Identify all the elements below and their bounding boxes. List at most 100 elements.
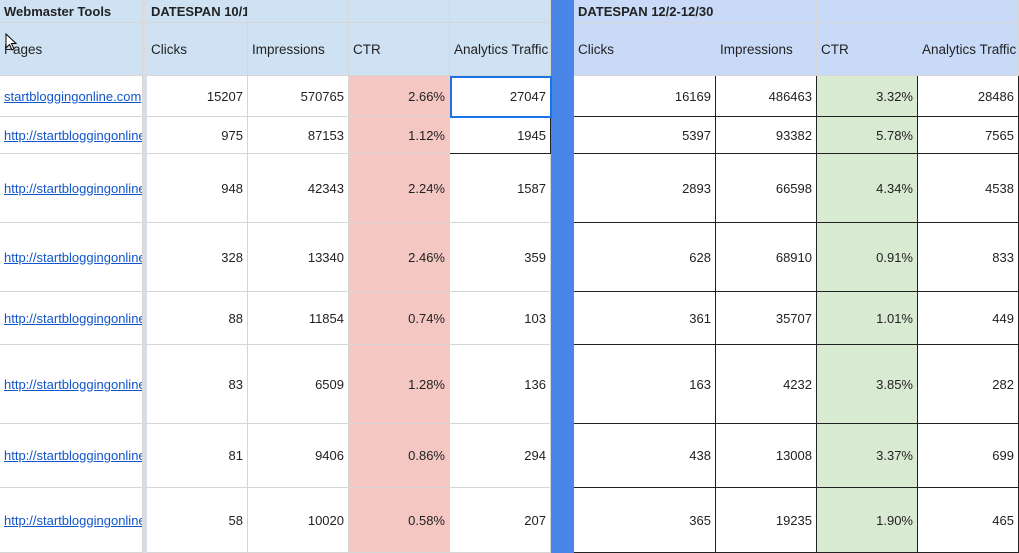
traffic-b-cell[interactable]: 28486 <box>918 76 1019 117</box>
page-link-cell[interactable]: http://startbloggingonline <box>0 117 143 154</box>
traffic-b-cell[interactable]: 465 <box>918 488 1019 553</box>
header-empty-cell[interactable] <box>450 0 551 23</box>
traffic-a-cell[interactable]: 103 <box>450 292 551 345</box>
column-header-b[interactable]: CTR <box>817 23 918 76</box>
page-link-cell[interactable]: http://startbloggingonline <box>0 424 143 488</box>
clicks-b-cell[interactable]: 16169 <box>574 76 716 117</box>
ctr-a-cell[interactable]: 0.74% <box>349 292 450 345</box>
clicks-b-cell[interactable]: 163 <box>574 345 716 424</box>
impressions-b-cell[interactable]: 19235 <box>716 488 817 553</box>
ctr-b-cell[interactable]: 1.90% <box>817 488 918 553</box>
clicks-a-cell[interactable]: 83 <box>147 345 248 424</box>
page-link[interactable]: http://startbloggingonline <box>4 512 143 528</box>
traffic-a-cell[interactable]: 294 <box>450 424 551 488</box>
clicks-b-cell[interactable]: 628 <box>574 223 716 292</box>
traffic-a-cell[interactable]: 1587 <box>450 154 551 223</box>
impressions-a-cell[interactable]: 13340 <box>248 223 349 292</box>
page-link[interactable]: http://startbloggingonline <box>4 310 143 326</box>
traffic-a-cell[interactable]: 27047 <box>450 76 551 117</box>
clicks-a-cell[interactable]: 948 <box>147 154 248 223</box>
column-header-a[interactable]: Impressions <box>248 23 349 76</box>
traffic-b-cell[interactable]: 7565 <box>918 117 1019 154</box>
traffic-b-cell[interactable]: 699 <box>918 424 1019 488</box>
page-link-cell[interactable]: http://startbloggingonline <box>0 488 143 553</box>
clicks-a-cell[interactable]: 81 <box>147 424 248 488</box>
clicks-b-cell[interactable]: 361 <box>574 292 716 345</box>
clicks-a-cell[interactable]: 975 <box>147 117 248 154</box>
page-link-cell[interactable]: http://startbloggingonline <box>0 345 143 424</box>
impressions-a-cell[interactable]: 6509 <box>248 345 349 424</box>
ctr-b-cell[interactable]: 0.91% <box>817 223 918 292</box>
impressions-b-cell[interactable]: 13008 <box>716 424 817 488</box>
ctr-b-cell[interactable]: 3.32% <box>817 76 918 117</box>
impressions-b-cell[interactable]: 4232 <box>716 345 817 424</box>
clicks-b-cell[interactable]: 2893 <box>574 154 716 223</box>
header-empty-cell[interactable] <box>716 0 817 23</box>
impressions-a-cell[interactable]: 570765 <box>248 76 349 117</box>
impressions-b-cell[interactable]: 68910 <box>716 223 817 292</box>
column-header-b[interactable]: Clicks <box>574 23 716 76</box>
ctr-b-cell[interactable]: 5.78% <box>817 117 918 154</box>
traffic-a-cell[interactable]: 136 <box>450 345 551 424</box>
page-link[interactable]: http://startbloggingonline <box>4 376 143 392</box>
ctr-b-cell[interactable]: 1.01% <box>817 292 918 345</box>
clicks-a-cell[interactable]: 58 <box>147 488 248 553</box>
impressions-b-cell[interactable]: 35707 <box>716 292 817 345</box>
ctr-a-cell[interactable]: 2.46% <box>349 223 450 292</box>
impressions-a-cell[interactable]: 9406 <box>248 424 349 488</box>
impressions-a-cell[interactable]: 11854 <box>248 292 349 345</box>
page-link-cell[interactable]: startbloggingonline.com <box>0 76 143 117</box>
ctr-b-cell[interactable]: 3.37% <box>817 424 918 488</box>
page-link[interactable]: http://startbloggingonline <box>4 448 143 463</box>
column-header-a[interactable]: Clicks <box>147 23 248 76</box>
datespan-a-cell[interactable]: DATESPAN 10/12-11/9 <box>147 0 248 23</box>
impressions-a-cell[interactable]: 87153 <box>248 117 349 154</box>
page-link-cell[interactable]: http://startbloggingonline <box>0 292 143 345</box>
clicks-a-cell[interactable]: 88 <box>147 292 248 345</box>
impressions-b-cell[interactable]: 486463 <box>716 76 817 117</box>
traffic-b-cell[interactable]: 282 <box>918 345 1019 424</box>
ctr-a-cell[interactable]: 1.28% <box>349 345 450 424</box>
impressions-a-cell[interactable]: 10020 <box>248 488 349 553</box>
clicks-b-cell[interactable]: 5397 <box>574 117 716 154</box>
ctr-a-cell[interactable]: 0.58% <box>349 488 450 553</box>
column-header-a[interactable]: Analytics Traffic <box>450 23 551 76</box>
header-empty-cell[interactable] <box>918 0 1019 23</box>
column-header-b[interactable]: Impressions <box>716 23 817 76</box>
impressions-b-cell[interactable]: 66598 <box>716 154 817 223</box>
column-header-a[interactable]: CTR <box>349 23 450 76</box>
ctr-b-cell[interactable]: 3.85% <box>817 345 918 424</box>
column-header-b[interactable]: Analytics Traffic <box>918 23 1019 76</box>
page-link[interactable]: startbloggingonline.com <box>4 88 142 104</box>
page-link[interactable]: http://startbloggingonline <box>4 127 143 143</box>
header-empty-cell[interactable] <box>349 0 450 23</box>
datespan-b-cell[interactable]: DATESPAN 12/2-12/30 <box>574 0 716 23</box>
traffic-b-cell[interactable]: 4538 <box>918 154 1019 223</box>
page-link[interactable]: http://startbloggingonline <box>4 249 143 265</box>
traffic-a-cell[interactable]: 1945 <box>450 117 551 154</box>
page-link-cell[interactable]: http://startbloggingonline <box>0 154 143 223</box>
page-link-cell[interactable]: http://startbloggingonline <box>0 223 143 292</box>
page-link[interactable]: http://startbloggingonline <box>4 180 143 196</box>
mouse-cursor-icon <box>5 33 17 51</box>
header-empty-cell[interactable] <box>248 0 349 23</box>
clicks-a-cell[interactable]: 15207 <box>147 76 248 117</box>
ctr-a-cell[interactable]: 2.66% <box>349 76 450 117</box>
clicks-a-cell[interactable]: 328 <box>147 223 248 292</box>
ctr-a-cell[interactable]: 1.12% <box>349 117 450 154</box>
traffic-a-cell[interactable]: 207 <box>450 488 551 553</box>
tool-title-cell[interactable]: Webmaster Tools <box>0 0 143 23</box>
impressions-b-cell[interactable]: 93382 <box>716 117 817 154</box>
ctr-a-cell[interactable]: 2.24% <box>349 154 450 223</box>
ctr-a-cell[interactable]: 0.86% <box>349 424 450 488</box>
clicks-b-cell[interactable]: 365 <box>574 488 716 553</box>
header-empty-cell[interactable] <box>817 0 918 23</box>
traffic-b-cell[interactable]: 833 <box>918 223 1019 292</box>
traffic-b-cell[interactable]: 449 <box>918 292 1019 345</box>
ctr-b-cell[interactable]: 4.34% <box>817 154 918 223</box>
traffic-a-cell[interactable]: 359 <box>450 223 551 292</box>
clicks-b-cell[interactable]: 438 <box>574 424 716 488</box>
pages-header-cell[interactable]: Pages <box>0 23 143 76</box>
impressions-a-cell[interactable]: 42343 <box>248 154 349 223</box>
